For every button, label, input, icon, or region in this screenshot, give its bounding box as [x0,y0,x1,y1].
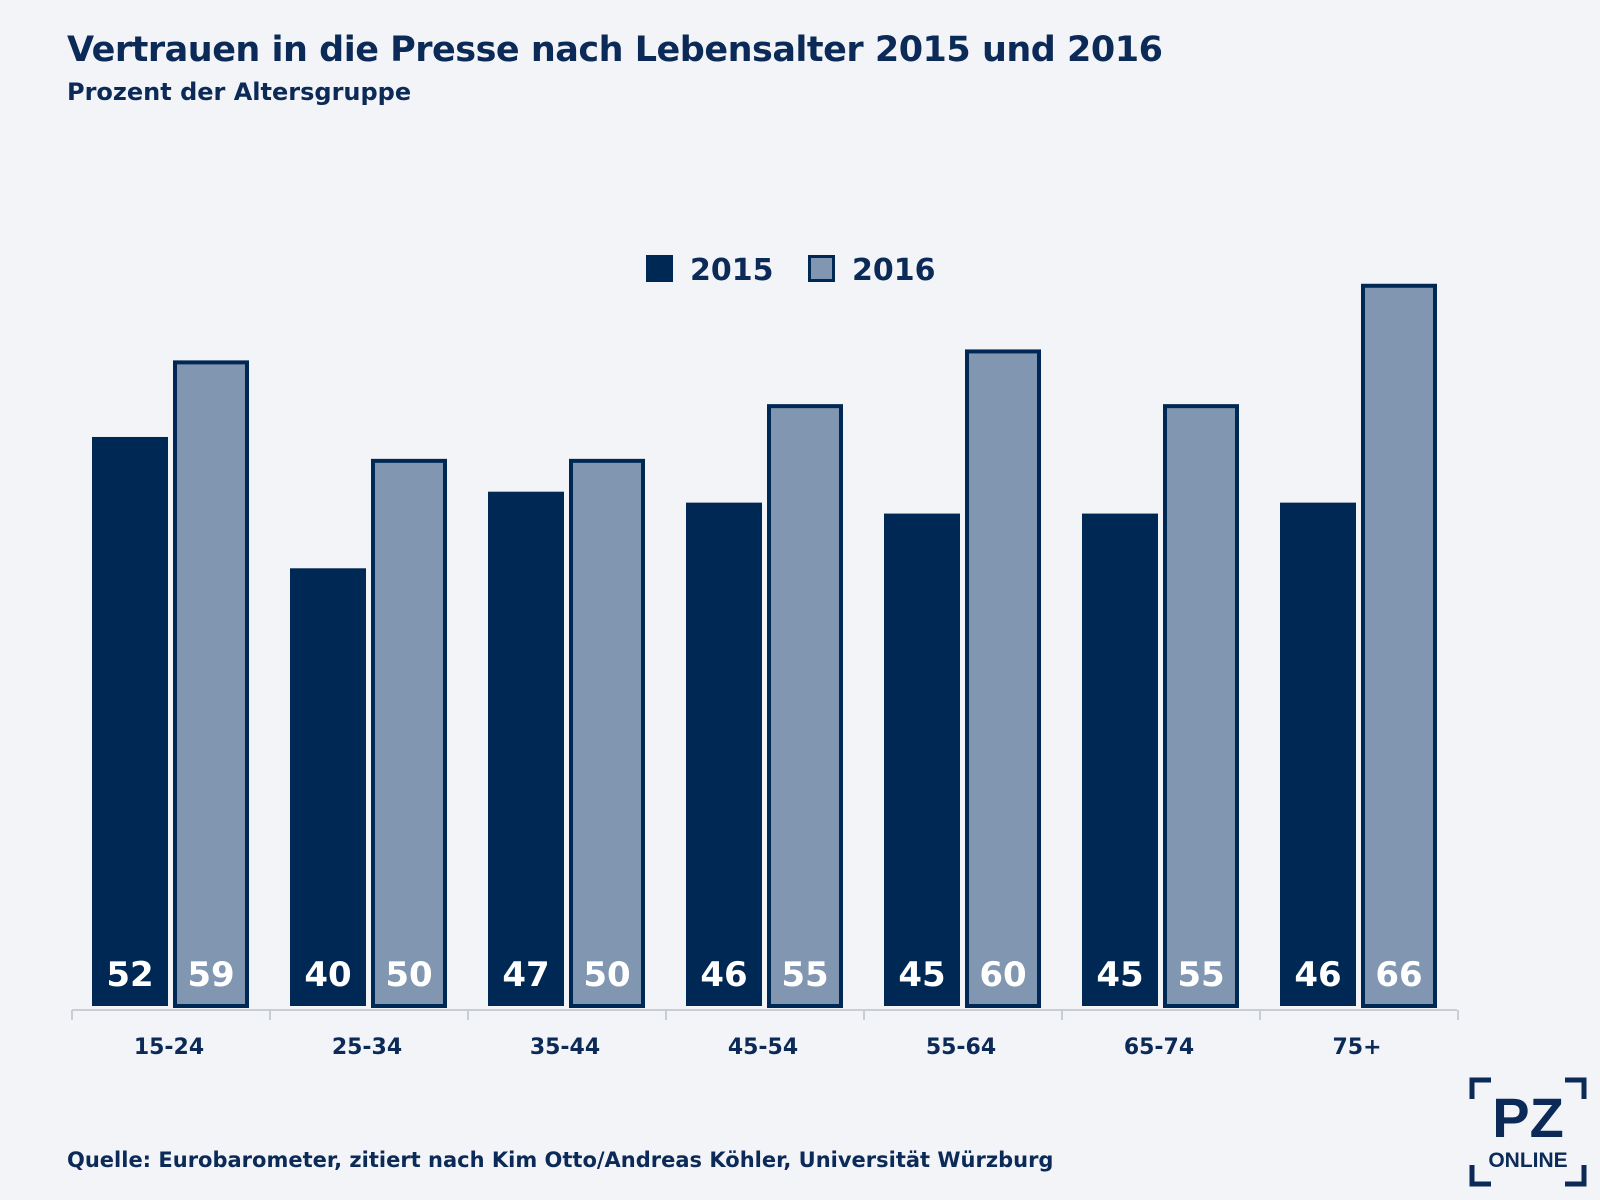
bar-2016-35-44 [569,458,645,1009]
data-label-2015-35-44: 47 [502,955,549,995]
chart-title: Vertrauen in die Presse nach Lebensalter… [67,30,1163,70]
svg-text:ONLINE: ONLINE [1488,1149,1567,1172]
bars-group: 52 59 40 50 47 50 46 55 45 60 45 55 46 66 [92,283,1437,1009]
bar-2015-45-54 [686,502,762,1006]
x-axis: 15-24 25-34 35-44 45-54 55-64 65-74 75+ [71,1009,1459,1060]
data-label-2015-25-34: 40 [304,955,351,995]
data-label-2016-45-54: 55 [781,955,828,995]
bar-2015-65-74 [1082,513,1158,1006]
x-tick-label: 35-44 [530,1035,600,1060]
bar-2016-65-74 [1163,404,1239,1008]
bar-2015-35-44 [488,491,564,1007]
legend: 2015 2016 [646,253,936,288]
data-label-2016-75+: 66 [1375,955,1422,995]
x-tick-label: 75+ [1332,1035,1381,1060]
data-label-2016-65-74: 55 [1177,955,1224,995]
data-label-2016-15-24: 59 [187,955,234,995]
bar-2016-45-54 [767,404,843,1008]
bar-2016-75+ [1361,283,1437,1008]
data-label-2015-75+: 46 [1294,955,1341,995]
x-tick-label: 65-74 [1124,1035,1194,1060]
legend-swatch-2015 [646,255,673,282]
pz-online-logo: PZ ONLINE [1469,1077,1587,1187]
bar-2016-55-64 [965,349,1041,1008]
x-tick-label: 55-64 [926,1035,996,1060]
chart-subtitle: Prozent der Altersgruppe [67,78,412,106]
data-label-2015-45-54: 46 [700,955,747,995]
data-label-2016-35-44: 50 [583,955,630,995]
data-label-2016-25-34: 50 [385,955,432,995]
svg-text:PZ: PZ [1492,1086,1564,1149]
x-tick-label: 45-54 [728,1035,798,1060]
source-note: Quelle: Eurobarometer, zitiert nach Kim … [67,1148,1054,1172]
data-label-2016-55-64: 60 [979,955,1026,995]
x-tick-label: 25-34 [332,1035,402,1060]
x-tick-label: 15-24 [134,1035,204,1060]
data-label-2015-15-24: 52 [106,955,153,995]
legend-label-2016: 2016 [852,253,936,288]
bar-2016-15-24 [173,360,249,1009]
legend-swatch-2016 [808,255,835,282]
data-label-2015-65-74: 45 [1096,955,1143,995]
data-label-2015-55-64: 45 [898,955,945,995]
bar-2016-25-34 [371,458,447,1009]
bar-2015-55-64 [884,513,960,1006]
bar-2015-75+ [1280,502,1356,1006]
bar-2015-25-34 [290,568,366,1006]
bar-2015-15-24 [92,436,168,1006]
legend-label-2015: 2015 [690,253,774,288]
